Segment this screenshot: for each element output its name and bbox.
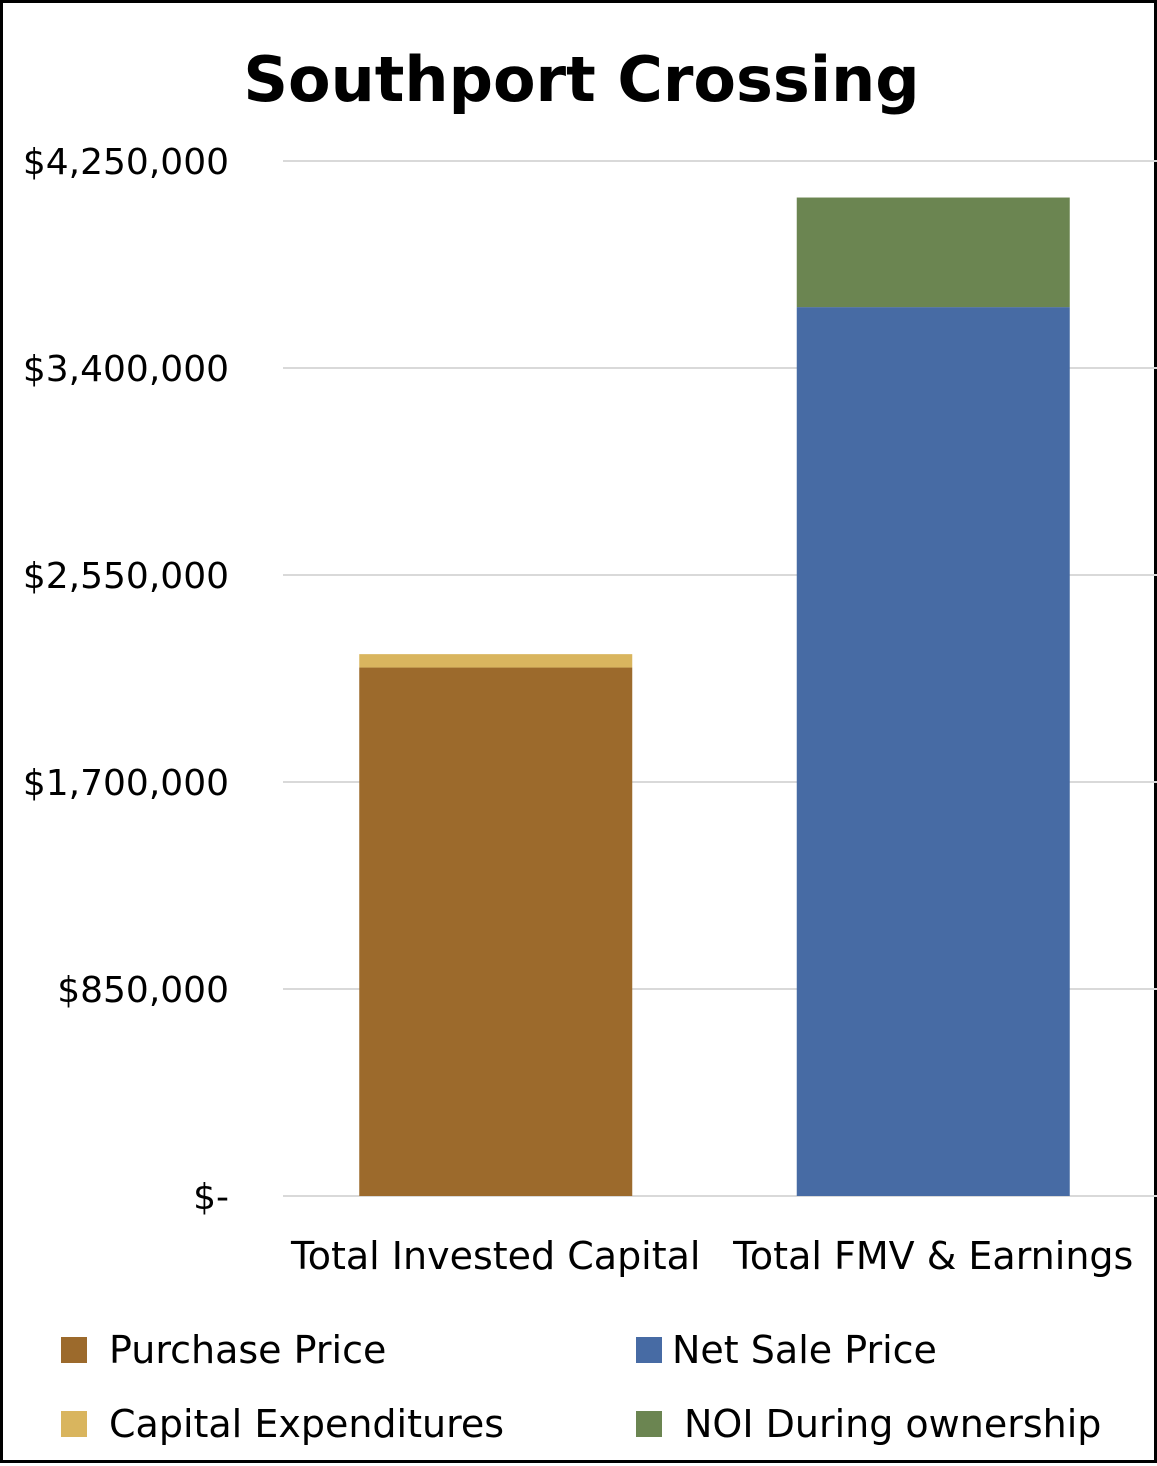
x-tick-label-0: Total Invested Capital [290,1234,701,1278]
legend-swatch-net-sale-price [636,1337,662,1363]
legend-item-noi-during-ownership: NOI During ownership [636,1402,1101,1446]
bar-purchase-price-0 [359,667,633,1196]
chart-title: Southport Crossing [243,43,920,116]
legend-item-purchase-price: Purchase Price [61,1328,386,1372]
legend-label-noi-during-ownership: NOI During ownership [684,1402,1102,1446]
bar-capital-expenditures-0 [359,654,633,668]
y-tick-label-3: $2,550,000 [23,556,229,597]
legend-swatch-noi-during-ownership [636,1411,662,1437]
legend-swatch-capital-expenditures [61,1411,87,1437]
chart-svg: $- $850,000 $1,700,000 $2,550,000 $3,400,000… [23,142,1157,1278]
legend-label-capital-expenditures: Capital Expenditures [109,1402,505,1446]
bar-noi-during-ownership-1 [796,197,1070,308]
y-tick-label-1: $850,000 [57,970,229,1011]
y-tick-label-5: $4,250,000 [23,142,229,183]
y-tick-label-0: $- [193,1177,229,1218]
legend-swatch-purchase-price [61,1337,87,1363]
legend-item-net-sale-price: Net Sale Price [636,1328,937,1372]
y-tick-label-2: $1,700,000 [23,763,229,804]
y-tick-label-4: $3,400,000 [23,349,229,390]
x-tick-label-1: Total FMV & Earnings [732,1234,1133,1278]
legend-item-capital-expenditures: Capital Expenditures [61,1402,504,1446]
bar-net-sale-price-1 [796,307,1070,1196]
legend-label-net-sale-price: Net Sale Price [672,1328,937,1372]
legend-label-purchase-price: Purchase Price [109,1328,387,1372]
